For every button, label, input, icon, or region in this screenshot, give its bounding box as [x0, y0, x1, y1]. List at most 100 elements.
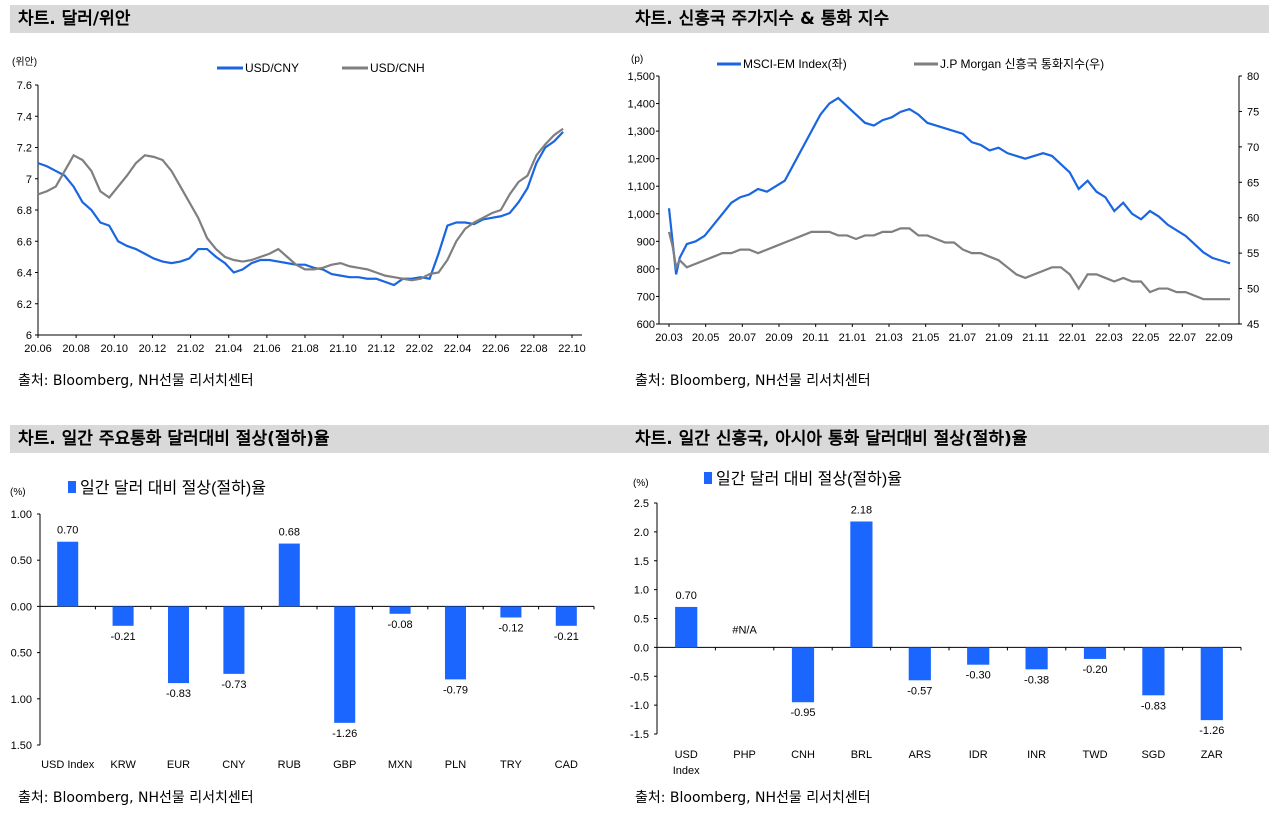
y-tick-label: 1.00	[11, 509, 32, 521]
source-note: 출처: Bloomberg, NH선물 리서치센터	[635, 373, 871, 389]
x-category-label: INR	[1027, 749, 1046, 761]
bar-cnh	[791, 647, 815, 703]
data-label: -0.57	[907, 685, 932, 697]
x-category-label: USD Index	[41, 759, 95, 771]
x-category-label: KRW	[110, 759, 136, 771]
data-label: -0.83	[1141, 700, 1166, 712]
y-tick-label: 600	[637, 319, 655, 331]
data-label: -0.08	[388, 619, 413, 631]
bar-idr	[967, 647, 990, 665]
bar-eur	[167, 606, 190, 684]
x-tick-label: 20.06	[24, 343, 52, 355]
y-unit-label: (위안)	[12, 55, 37, 68]
x-tick-label: 21.02	[177, 343, 205, 355]
x-tick-label: 20.07	[729, 332, 757, 344]
data-label: -0.95	[790, 707, 815, 719]
x-category-label: GBP	[333, 759, 356, 771]
x-tick-label: 21.11	[1022, 332, 1049, 344]
data-label: -1.26	[1199, 725, 1224, 737]
legend-label: USD/CNH	[370, 61, 425, 75]
legend-label: J.P Morgan 신흥국 통화지수(우)	[940, 57, 1104, 71]
y-tick-label: -1.50	[10, 740, 32, 752]
y2-tick-label: 60	[1247, 213, 1259, 225]
bar-brl	[850, 521, 873, 648]
bar-cad	[555, 606, 577, 626]
x-category-label: SGD	[1141, 749, 1165, 761]
panel-title: 차트. 달러/위안	[10, 5, 628, 33]
x-tick-label: 20.03	[655, 332, 683, 344]
x-tick-label: 21.05	[912, 332, 940, 344]
legend-label: 일간 달러 대비 절상(절하)율	[716, 470, 902, 488]
bar-cny	[223, 606, 245, 674]
x-tick-label: 21.08	[291, 343, 319, 355]
x-tick-label: 20.09	[765, 332, 793, 344]
data-label: -0.79	[443, 684, 468, 696]
y-tick-label: 0.50	[11, 555, 32, 567]
x-tick-label: 22.01	[1059, 332, 1087, 344]
data-label: 2.18	[851, 504, 872, 516]
y-tick-label: -1.0	[630, 700, 649, 712]
panel-em-asia-fx: 차트. 일간 신흥국, 아시아 통화 달러대비 절상(절하)율 (%) 일간 달러…	[627, 425, 1269, 825]
data-label: -0.21	[111, 631, 136, 643]
data-label: -1.26	[332, 728, 357, 740]
y-tick-label: 1.5	[634, 556, 649, 568]
y2-tick-label: 70	[1247, 142, 1259, 154]
bar-gbp	[334, 606, 356, 723]
data-label: -0.21	[554, 631, 579, 643]
em-index-line-chart: (p) 600 700 800 900 1,000 1,100 1,200 1,300 1,400…	[627, 54, 1259, 344]
x-tick-label: 21.10	[329, 343, 357, 355]
panel-title: 차트. 일간 주요통화 달러대비 절상(절하)율	[10, 425, 628, 453]
bar-usd-index	[675, 606, 698, 648]
x-tick-label: 22.02	[406, 343, 434, 355]
x-category-label: RUB	[278, 759, 301, 771]
y-tick-label: -0.50	[10, 648, 32, 660]
data-label: -0.12	[498, 622, 523, 634]
major-fx-bar-chart: (%) 일간 달러 대비 절상(절하)율 1.00 0.50 0.00 -0.50 -1.0…	[10, 479, 595, 771]
x-tick-label: 22.03	[1095, 332, 1123, 344]
y-tick-label: 7.4	[17, 111, 32, 123]
legend-label: USD/CNY	[245, 61, 299, 75]
bar-rub	[278, 543, 300, 607]
source-note: 출처: Bloomberg, NH선물 리서치센터	[18, 373, 254, 389]
x-tick-label: 22.06	[482, 343, 510, 355]
y-tick-label: 1.0	[634, 585, 649, 597]
x-category-label: ZAR	[1201, 749, 1223, 761]
data-label: 0.70	[57, 525, 78, 537]
y-tick-label: 7.2	[17, 143, 32, 155]
x-category-label: TWD	[1082, 749, 1107, 761]
em-asia-fx-bar-chart: (%) 일간 달러 대비 절상(절하)율 2.5 2.0 1.5 1.0 0.5 0.0 -0.…	[630, 470, 1242, 777]
y-tick-label: 6.8	[17, 205, 32, 217]
x-category-label: CNH	[791, 749, 815, 761]
x-tick-label: 22.05	[1132, 332, 1160, 344]
y-tick-label: 0.5	[634, 614, 649, 626]
y-tick-label: 1,100	[627, 181, 655, 193]
x-category-label: ARS	[908, 749, 931, 761]
bar-mxn	[389, 606, 411, 614]
data-label: -0.38	[1024, 674, 1049, 686]
y-tick-label: -1.00	[10, 694, 32, 706]
y-tick-label: -1.5	[630, 729, 649, 741]
x-category-label: PLN	[445, 759, 466, 771]
x-tick-label: 20.10	[101, 343, 129, 355]
y-unit-label: (%)	[10, 487, 26, 498]
bar-inr	[1025, 647, 1048, 670]
y-tick-label: 2.0	[634, 527, 649, 539]
y-unit-label: (p)	[631, 54, 643, 65]
data-label: 0.68	[279, 527, 300, 539]
y-tick-label: 800	[637, 264, 655, 276]
bar-zar	[1200, 647, 1223, 721]
series-line-msci-em	[667, 96, 1231, 275]
x-category-label: EUR	[167, 759, 190, 771]
y-tick-label: 0.00	[11, 601, 32, 613]
data-label: -0.73	[221, 679, 246, 691]
x-category-label: IDR	[969, 749, 988, 761]
x-category-label: PHP	[733, 749, 756, 761]
legend-label: 일간 달러 대비 절상(절하)율	[80, 479, 266, 497]
y-tick-label: 7.6	[17, 80, 32, 92]
y-tick-label: 6	[26, 330, 32, 342]
x-category-label: CAD	[555, 759, 578, 771]
x-category-label: Index	[673, 765, 700, 777]
data-label: -0.30	[966, 670, 991, 682]
x-tick-label: 21.03	[875, 332, 903, 344]
x-category-label: USD	[675, 749, 698, 761]
